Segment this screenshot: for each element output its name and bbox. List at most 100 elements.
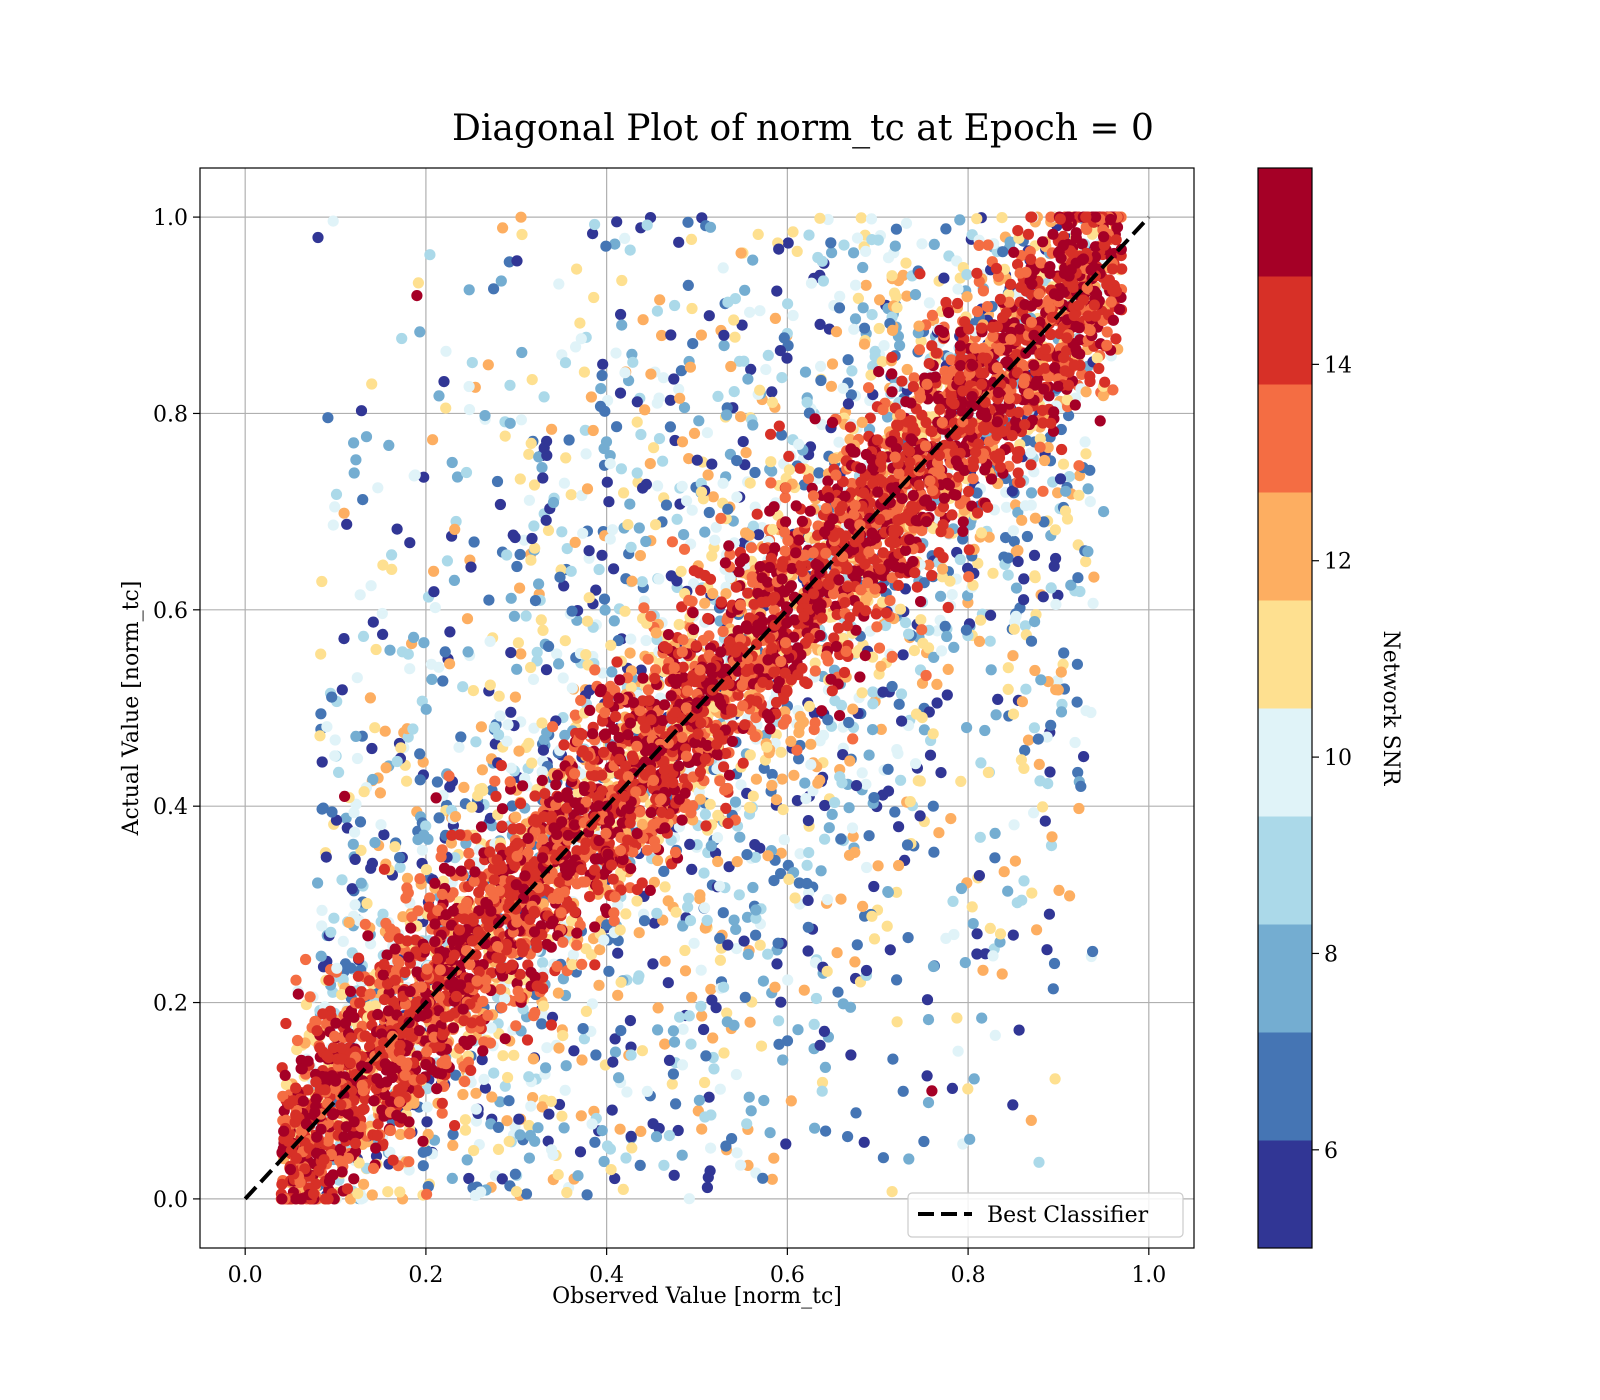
scatter-point	[316, 756, 328, 768]
scatter-point	[651, 907, 663, 919]
scatter-point	[637, 482, 649, 494]
scatter-point	[1008, 623, 1020, 635]
scatter-point	[598, 593, 611, 605]
scatter-point	[663, 1130, 676, 1142]
scatter-point	[451, 471, 464, 483]
scatter-point	[553, 658, 565, 670]
scatter-point	[989, 852, 1001, 864]
scatter-point	[502, 719, 514, 731]
scatter-point	[614, 674, 626, 686]
scatter-point	[538, 734, 550, 746]
scatter-point	[1007, 1099, 1019, 1111]
scatter-point	[596, 1125, 608, 1137]
scatter-point	[1080, 386, 1092, 398]
scatter-point	[987, 567, 999, 579]
scatter-point	[975, 614, 987, 626]
scatter-point	[971, 213, 983, 225]
scatter-point	[624, 647, 636, 659]
scatter-point	[762, 349, 774, 361]
scatter-point	[407, 723, 419, 735]
scatter-point	[760, 363, 772, 376]
scatter-point	[446, 1172, 458, 1184]
scatter-point	[717, 907, 729, 919]
scatter-point	[739, 284, 751, 296]
scatter-point	[485, 1022, 497, 1034]
scatter-point	[998, 866, 1010, 878]
scatter-point	[328, 912, 340, 924]
scatter-point	[488, 283, 500, 295]
scatter-point	[1080, 556, 1092, 568]
scatter-point	[1033, 758, 1045, 771]
scatter-point	[326, 691, 338, 703]
scatter-point	[566, 682, 578, 694]
scatter-point	[722, 939, 734, 951]
scatter-point	[523, 448, 535, 460]
scatter-point	[1016, 894, 1028, 906]
scatter-point	[1087, 945, 1099, 958]
scatter-point	[604, 1143, 617, 1155]
scatter-point	[552, 987, 565, 999]
scatter-point	[642, 653, 654, 665]
scatter-point	[1071, 696, 1083, 708]
scatter-point	[873, 366, 885, 378]
scatter-point	[877, 1152, 890, 1164]
scatter-point	[850, 279, 862, 291]
scatter-point	[927, 800, 939, 812]
scatter-point	[700, 1050, 712, 1062]
scatter-point	[766, 779, 778, 792]
scatter-point	[1018, 594, 1030, 606]
scatter-point	[1055, 706, 1068, 718]
scatter-point	[1012, 555, 1024, 568]
scatter-point	[489, 775, 501, 787]
scatter-point	[767, 523, 779, 536]
scatter-point	[653, 573, 665, 585]
scatter-point	[962, 590, 974, 602]
scatter-point	[918, 724, 931, 736]
scatter-point	[850, 780, 863, 792]
scatter-point	[829, 797, 841, 809]
scatter-point	[633, 927, 645, 939]
scatter-point	[579, 424, 591, 436]
scatter-point	[860, 778, 872, 790]
scatter-point	[608, 615, 620, 627]
scatter-point	[1082, 545, 1094, 558]
scatter-point	[1072, 572, 1084, 584]
scatter-point	[877, 686, 889, 698]
scatter-point	[768, 875, 780, 887]
scatter-point	[453, 741, 465, 753]
scatter-point	[820, 1125, 832, 1137]
scatter-point	[494, 1096, 506, 1108]
scatter-point	[542, 524, 555, 537]
scatter-point	[578, 366, 591, 378]
scatter-point	[459, 1124, 472, 1136]
scatter-point	[765, 477, 777, 489]
scatter-point	[426, 673, 438, 686]
scatter-point	[788, 769, 800, 781]
scatter-point	[706, 458, 718, 470]
scatter-point	[653, 433, 666, 445]
scatter-point	[731, 856, 743, 868]
scatter-point	[777, 804, 789, 816]
scatter-point	[590, 1049, 602, 1061]
scatter-point	[433, 390, 445, 402]
scatter-point	[947, 895, 959, 908]
scatter-point	[585, 949, 598, 961]
scatter-point	[791, 795, 804, 807]
scatter-point	[363, 1001, 375, 1013]
scatter-point	[725, 360, 737, 373]
scatter-point	[926, 309, 939, 321]
scatter-point	[698, 867, 710, 879]
scatter-point	[1060, 485, 1072, 497]
scatter-point	[652, 1024, 664, 1036]
scatter-point	[556, 1110, 568, 1122]
scatter-point	[695, 1000, 707, 1012]
scatter-point	[528, 520, 540, 532]
scatter-point	[593, 979, 605, 991]
scatter-point	[609, 1172, 621, 1185]
scatter-point	[587, 228, 599, 240]
scatter-point	[511, 255, 523, 267]
scatter-point	[778, 834, 790, 846]
scatter-point	[781, 1035, 794, 1047]
scatter-point	[703, 506, 715, 519]
scatter-point	[364, 692, 376, 704]
